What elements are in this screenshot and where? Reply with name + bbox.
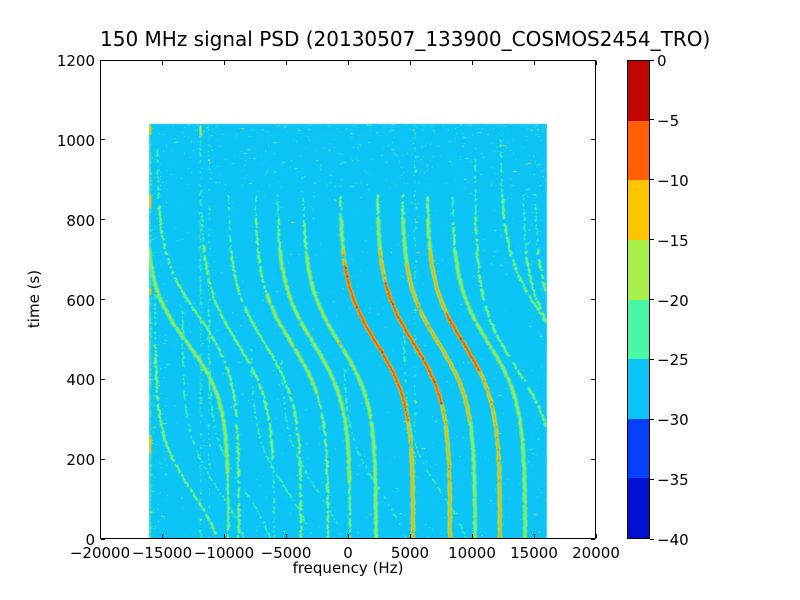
x-tick-label: −20000 [69,544,131,562]
y-tick-mark-left [101,378,105,380]
x-tick-mark-bottom [223,534,225,538]
colorbar-tick-label: −35 [657,471,689,490]
y-tick-mark-right [591,378,595,380]
x-tick-mark-top [595,61,597,65]
x-tick-mark-bottom [99,534,101,538]
y-tick-mark-left [101,458,105,460]
x-tick-mark-top [409,61,411,65]
colorbar-tick-label: −20 [657,291,689,310]
colorbar-tick-label: −25 [657,351,689,370]
y-tick-mark-right [591,299,595,300]
x-tick-label: −10000 [193,544,255,562]
y-tick-label: 1000 [56,131,95,150]
colorbar-tick-mark [650,538,654,540]
y-tick-mark-right [591,59,595,61]
x-tick-mark-bottom [347,534,349,538]
x-tick-mark-top [99,61,101,65]
y-tick-label: 0 [85,531,95,549]
colorbar-tick-label: −30 [657,411,689,430]
colorbar-segment [628,299,649,360]
y-tick-mark-left [101,538,105,540]
colorbar-segment [628,61,649,121]
y-tick-mark-left [101,139,105,141]
x-tick-mark-bottom [409,534,411,538]
chart-title: 150 MHz signal PSD (20130507_133900_COSM… [100,27,711,51]
x-tick-mark-top [471,61,473,65]
x-tick-label: −15000 [131,544,193,562]
colorbar-segment [628,120,649,181]
colorbar-tick-mark [650,119,654,121]
colorbar-tick-mark [650,59,654,61]
colorbar-tick-label: −40 [657,531,689,549]
x-axis-label: frequency (Hz) [292,559,404,577]
colorbar-segment [628,418,649,479]
x-tick-label: 0 [343,544,353,562]
y-tick-label: 800 [66,211,95,230]
colorbar-segment [628,359,649,419]
x-tick-label: 20000 [572,544,620,562]
y-tick-label: 1200 [56,52,95,70]
colorbar-segment [628,180,649,240]
colorbar-tick-label: 0 [657,52,667,70]
x-tick-label: 5000 [390,544,430,562]
x-tick-mark-top [347,61,349,65]
y-tick-mark-left [101,59,105,61]
y-tick-mark-left [101,219,105,221]
y-tick-mark-right [591,139,595,141]
colorbar-tick-mark [650,299,654,300]
x-tick-label: 10000 [448,544,496,562]
y-tick-mark-right [591,538,595,540]
x-tick-mark-top [533,61,535,65]
x-tick-mark-bottom [161,534,163,538]
x-tick-label: 15000 [510,544,558,562]
colorbar-tick-label: −5 [657,111,680,130]
colorbar-tick-mark [650,179,654,181]
x-tick-label: −5000 [260,544,312,562]
colorbar-segment [628,478,649,538]
colorbar-segment [628,239,649,300]
y-tick-label: 200 [66,451,95,470]
x-tick-mark-top [285,61,287,65]
colorbar-tick-label: −10 [657,171,689,190]
colorbar-tick-mark [650,478,654,480]
y-tick-label: 600 [66,291,95,310]
y-tick-mark-left [101,299,105,300]
colorbar [627,60,650,539]
x-tick-mark-bottom [471,534,473,538]
x-tick-mark-bottom [533,534,535,538]
colorbar-tick-label: −15 [657,231,689,250]
colorbar-tick-mark [650,358,654,360]
plot-frame [100,60,596,539]
x-tick-mark-top [223,61,225,65]
colorbar-tick-mark [650,418,654,420]
y-tick-mark-right [591,219,595,221]
spectrogram-heatmap [100,60,596,539]
colorbar-tick-mark [650,239,654,241]
x-tick-mark-bottom [595,534,597,538]
x-tick-mark-top [161,61,163,65]
y-tick-mark-right [591,458,595,460]
x-tick-mark-bottom [285,534,287,538]
y-tick-label: 400 [66,371,95,390]
